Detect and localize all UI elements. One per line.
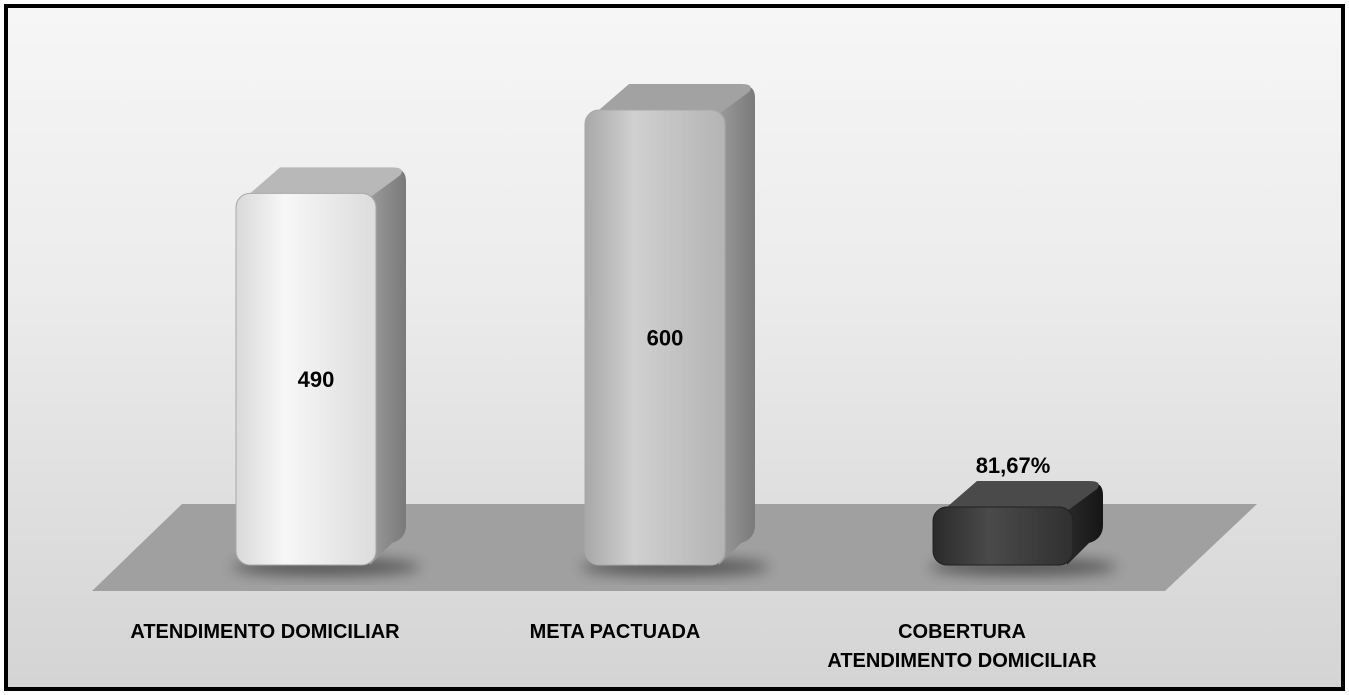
bar-1: [581, 84, 769, 576]
bar-top-face: [947, 481, 1099, 511]
category-label-0: ATENDIMENTO DOMICILIAR: [130, 621, 400, 643]
labels-layer: 490 ATENDIMENTO DOMICILIAR 600 META PACTUAD…: [130, 326, 1097, 673]
data-label-1: 600: [647, 326, 684, 351]
bar-side-face: [370, 169, 406, 565]
bar-front-face: [584, 109, 726, 566]
bar-top-face: [599, 84, 751, 114]
data-label-2: 81,67%: [976, 453, 1051, 478]
bar-top-face: [250, 167, 402, 198]
bar-front-face: [235, 192, 377, 566]
bar-side-face: [719, 85, 755, 565]
category-label-2-line-1: ATENDIMENTO DOMICILIAR: [827, 650, 1097, 672]
bar-front-face: [932, 506, 1074, 566]
category-label-2-line-0: COBERTURA: [898, 621, 1026, 643]
bar-2: [929, 481, 1117, 576]
bars-layer: [232, 84, 1117, 576]
category-label-1: META PACTUADA: [530, 621, 701, 643]
data-label-0: 490: [298, 367, 335, 392]
bar-0: [232, 167, 420, 576]
